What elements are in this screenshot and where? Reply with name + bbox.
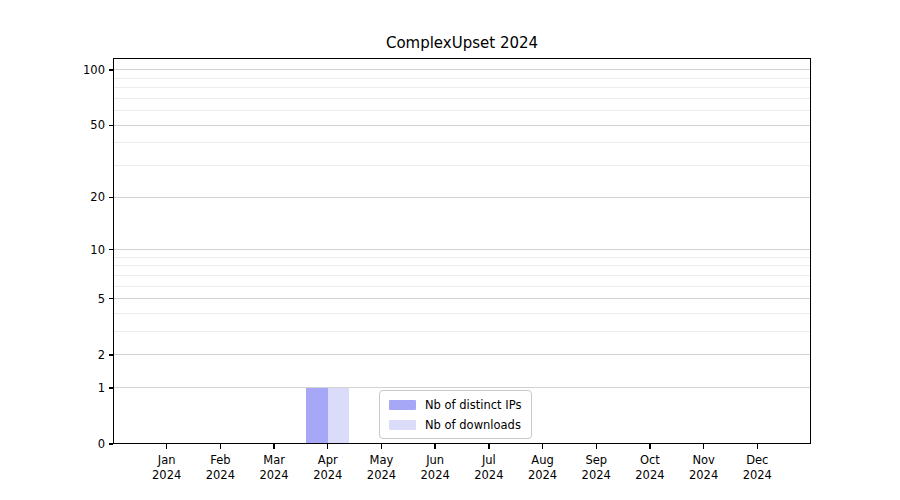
x-axis-tick xyxy=(327,444,328,449)
plot-area xyxy=(113,58,811,444)
x-tick-label: Dec2024 xyxy=(727,453,787,483)
x-axis-tick xyxy=(166,444,167,449)
x-tick-label: Mar2024 xyxy=(244,453,304,483)
x-tick-label: Nov2024 xyxy=(674,453,734,483)
x-axis-tick xyxy=(596,444,597,449)
legend-label-downloads: Nb of downloads xyxy=(425,418,521,432)
y-tick-label: 50 xyxy=(57,117,105,133)
y-axis-tick xyxy=(109,249,113,250)
x-tick-label: Jun2024 xyxy=(405,453,465,483)
legend-item-distinct-ips: Nb of distinct IPs xyxy=(389,396,521,413)
chart: ComplexUpset 2024 0 1 2 5 10 20 50 100 Jan2024Fe… xyxy=(0,0,900,500)
y-axis-tick xyxy=(109,197,113,198)
y-tick-label: 0 xyxy=(57,436,105,452)
y-axis-tick xyxy=(109,69,113,70)
legend-swatch-downloads-icon xyxy=(389,420,416,430)
y-tick-label: 2 xyxy=(57,347,105,363)
y-axis-tick xyxy=(109,443,113,444)
x-tick-label: Sep2024 xyxy=(566,453,626,483)
legend: Nb of distinct IPs Nb of downloads xyxy=(379,390,532,439)
legend-label-distinct-ips: Nb of distinct IPs xyxy=(425,398,521,412)
x-axis-tick xyxy=(542,444,543,449)
x-axis-tick xyxy=(220,444,221,449)
x-tick-label: Aug2024 xyxy=(513,453,573,483)
y-tick-label: 1 xyxy=(57,380,105,396)
y-tick-label: 5 xyxy=(57,291,105,307)
x-axis-tick xyxy=(757,444,758,449)
legend-item-downloads: Nb of downloads xyxy=(389,416,521,433)
y-axis-tick xyxy=(109,354,113,355)
x-axis-tick xyxy=(703,444,704,449)
y-tick-label: 100 xyxy=(57,62,105,78)
x-tick-label: Jan2024 xyxy=(137,453,197,483)
legend-swatch-distinct-ips-icon xyxy=(389,400,416,410)
x-tick-label: May2024 xyxy=(351,453,411,483)
x-axis-tick xyxy=(649,444,650,449)
y-axis-tick xyxy=(109,387,113,388)
x-tick-label: Oct2024 xyxy=(620,453,680,483)
x-tick-label: Jul2024 xyxy=(459,453,519,483)
y-axis-tick xyxy=(109,125,113,126)
chart-title: ComplexUpset 2024 xyxy=(113,34,811,52)
x-axis-tick xyxy=(434,444,435,449)
x-tick-label: Feb2024 xyxy=(190,453,250,483)
x-axis-tick xyxy=(273,444,274,449)
x-axis-tick xyxy=(381,444,382,449)
x-axis-tick xyxy=(488,444,489,449)
y-tick-label: 10 xyxy=(57,242,105,258)
y-axis-tick xyxy=(109,298,113,299)
x-tick-label: Apr2024 xyxy=(298,453,358,483)
y-tick-label: 20 xyxy=(57,189,105,205)
